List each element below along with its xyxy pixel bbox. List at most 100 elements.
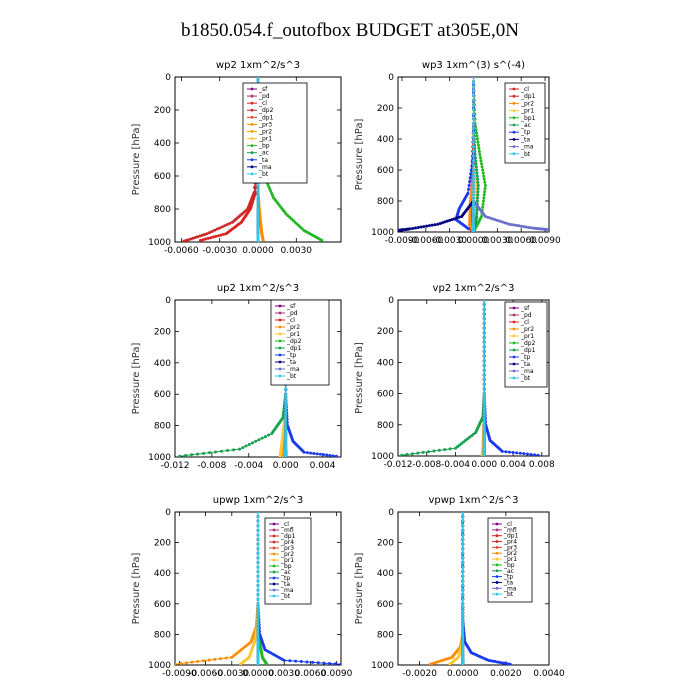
- data-point: [474, 159, 478, 163]
- y-tick-label: 1000: [148, 238, 171, 248]
- data-point: [267, 433, 271, 437]
- data-point: [432, 449, 436, 453]
- data-point: [514, 223, 518, 227]
- data-point: [202, 451, 206, 455]
- data-point: [256, 608, 260, 612]
- x-tick-label: -0.0030: [432, 236, 467, 246]
- legend-swatch-marker: [272, 546, 276, 550]
- data-point: [256, 217, 260, 221]
- data-point: [476, 140, 480, 144]
- legend-label: _cl: [520, 319, 529, 326]
- panel-title: vp2 1xm^2/s^3: [433, 283, 515, 294]
- data-point: [256, 542, 260, 546]
- data-point: [472, 77, 475, 79]
- data-point: [281, 433, 285, 437]
- legend-swatch-marker: [272, 570, 276, 574]
- data-point: [526, 225, 530, 229]
- data-point: [281, 411, 285, 415]
- legend-swatch-marker: [512, 334, 516, 338]
- data-point: [482, 378, 486, 382]
- data-point: [218, 657, 222, 661]
- data-point: [270, 431, 274, 435]
- data-point: [224, 656, 228, 660]
- legend-label: _ac: [520, 122, 531, 129]
- data-point: [247, 442, 251, 446]
- data-point: [204, 237, 208, 241]
- data-point: [215, 227, 219, 231]
- data-point: [482, 359, 486, 363]
- legend-swatch-marker: [250, 172, 254, 176]
- data-point: [482, 345, 486, 349]
- legend-label: _pr2: [503, 550, 517, 557]
- data-point: [405, 453, 409, 456]
- data-point: [482, 307, 486, 311]
- data-point: [482, 196, 486, 200]
- data-point: [461, 605, 465, 609]
- data-point: [461, 524, 465, 528]
- data-point: [500, 220, 504, 224]
- x-tick-label: 0.0060: [505, 236, 537, 246]
- series-line: [179, 300, 287, 457]
- data-point: [334, 454, 338, 457]
- data-point: [189, 237, 193, 241]
- legend-swatch-marker: [272, 558, 276, 562]
- y-tick-label: 800: [377, 421, 394, 431]
- data-point: [256, 538, 260, 542]
- legend-label: _dp1: [520, 347, 536, 354]
- legend-swatch-marker: [495, 540, 499, 543]
- data-point: [433, 223, 437, 227]
- data-point: [475, 137, 479, 141]
- legend-label: _ta: [503, 579, 513, 586]
- data-point: [474, 180, 478, 184]
- data-point: [482, 417, 486, 421]
- data-point: [256, 648, 260, 652]
- data-point: [461, 597, 465, 601]
- data-point: [461, 565, 465, 569]
- data-point: [284, 392, 288, 396]
- data-point: [450, 218, 454, 222]
- legend-swatch-marker: [512, 313, 516, 317]
- data-point: [443, 220, 447, 224]
- data-point: [448, 447, 452, 451]
- x-tick-label: 0.004: [310, 461, 336, 471]
- data-point: [478, 156, 482, 160]
- legend-swatch-marker: [250, 158, 254, 162]
- legend-swatch-marker: [495, 569, 499, 573]
- legend: _sf_pd_cl_pr2_pr1_dp2_dp1_tp_ta_ma_bt: [504, 301, 548, 388]
- legend-label: _ta: [520, 136, 530, 143]
- data-point: [256, 620, 260, 624]
- data-point: [280, 435, 284, 439]
- y-tick-label: 1000: [371, 228, 394, 238]
- legend-label: _pr1: [520, 108, 534, 115]
- data-point: [454, 446, 458, 450]
- data-point: [536, 453, 540, 456]
- x-tick-label: 0.000: [471, 460, 497, 470]
- data-point: [436, 222, 440, 226]
- data-point: [284, 433, 288, 437]
- legend-swatch-marker: [272, 564, 276, 568]
- data-point: [256, 642, 260, 646]
- data-point: [461, 551, 465, 555]
- data-point: [211, 235, 215, 239]
- y-tick-label: 600: [154, 600, 171, 610]
- data-point: [328, 661, 332, 665]
- legend-swatch-marker: [512, 130, 516, 134]
- data-point: [461, 635, 465, 639]
- data-point: [288, 659, 292, 663]
- data-point: [241, 446, 245, 450]
- legend-label: _bt: [520, 151, 531, 158]
- data-point: [238, 447, 242, 451]
- data-point: [208, 451, 212, 455]
- data-point: [282, 426, 286, 430]
- data-point: [220, 449, 224, 453]
- legend-label: _cl: [503, 521, 512, 528]
- legend-swatch-marker: [512, 320, 516, 324]
- legend-label: _pr2: [280, 551, 294, 558]
- series-bt: [482, 300, 486, 456]
- data-point: [482, 398, 486, 402]
- data-point: [461, 623, 465, 627]
- legend-swatch-marker: [272, 540, 276, 544]
- data-point: [461, 519, 465, 523]
- data-point: [256, 184, 260, 188]
